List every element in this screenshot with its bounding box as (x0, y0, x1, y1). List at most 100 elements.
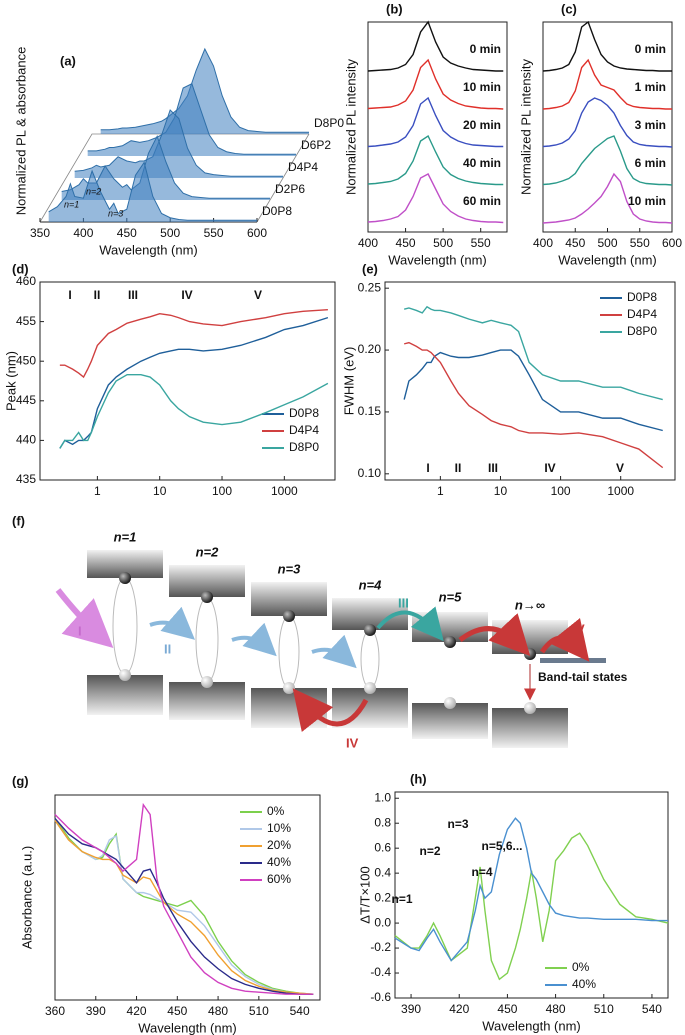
arrow (231, 622, 277, 657)
panel-label: (b) (386, 1, 403, 16)
annotation: n=2 (419, 844, 440, 858)
annotation: II (455, 461, 462, 475)
electron (524, 648, 536, 660)
exciton (112, 577, 138, 675)
x-axis-label: Wavelength (nm) (388, 252, 487, 267)
y-tick-label: 0.4 (374, 865, 391, 879)
level-label: n=1 (114, 529, 137, 544)
arrow (55, 588, 114, 649)
x-tick-label: 1 (437, 484, 444, 498)
plot-frame (54, 794, 321, 1001)
y-tick-label: 460 (16, 274, 36, 288)
data-line (100, 47, 309, 133)
arrow (149, 606, 196, 640)
plot-frame (39, 281, 336, 481)
annotation: III (128, 288, 138, 302)
x-axis-label: Wavelength (nm) (482, 1018, 581, 1033)
y-tick-label: 0.0 (374, 915, 391, 929)
arrow (311, 634, 357, 669)
level-label: n=4 (359, 577, 383, 592)
series-label: D6P2 (301, 138, 331, 152)
x-tick-label: 400 (533, 236, 553, 250)
process-label: II (164, 641, 171, 656)
chart-panel: (e) 1 10 100 1000 FWHM (eV) 0.10 0.15 0.20 0.25 D0… (341, 261, 676, 498)
x-tick-label: 350 (30, 226, 50, 240)
arrow (458, 613, 531, 656)
data-line (394, 817, 668, 962)
annotation: n=3 (447, 817, 468, 831)
y-tick-label: 1.0 (374, 790, 391, 804)
y-tick-label: 445 (16, 393, 36, 407)
legend-label: 20% (267, 838, 291, 852)
y-tick-label: 0.15 (358, 404, 382, 418)
electron (444, 636, 456, 648)
y-axis-label: FWHM (eV) (341, 347, 356, 416)
y-axis-label: Absorbance (a.u.) (19, 846, 34, 949)
data-area (87, 83, 297, 156)
data-line (542, 97, 673, 148)
electron (283, 610, 295, 622)
process-label: IV (346, 735, 359, 750)
legend-label: D8P0 (289, 440, 319, 454)
series-label: 6 min (635, 156, 666, 170)
exciton (195, 597, 219, 683)
x-tick-label: 450 (565, 236, 585, 250)
plot-frame (384, 281, 676, 481)
legend-label: 40% (572, 977, 596, 991)
band-block (492, 708, 568, 748)
series-label: 0 min (635, 42, 666, 56)
level-label: n=3 (278, 561, 302, 576)
data-line (403, 305, 663, 401)
panel-label: (f) (12, 513, 25, 528)
x-axis-label: Wavelength (nm) (558, 252, 657, 267)
arrow (539, 617, 590, 662)
data-line (542, 58, 672, 110)
y-axis-label: Normalized PL intensity (343, 58, 358, 195)
process-label: V (576, 621, 585, 636)
annotation: I (426, 461, 429, 475)
band-block (87, 675, 163, 715)
x-tick-label: 420 (449, 1002, 469, 1016)
legend-label: D0P8 (627, 290, 657, 304)
data-line (403, 349, 663, 432)
hole (364, 682, 376, 694)
x-tick-label: 500 (597, 236, 617, 250)
series-label: D4P4 (288, 160, 318, 174)
annotation: III (488, 461, 498, 475)
panel-label: (e) (362, 261, 378, 276)
annotation: IV (544, 461, 555, 475)
data-line (87, 83, 296, 155)
hole (444, 697, 456, 709)
band-block (169, 682, 245, 720)
level-label: n=2 (196, 544, 220, 559)
hole (524, 702, 536, 714)
data-line (74, 109, 283, 177)
series-label: 40 min (463, 156, 501, 170)
series-label: 20 min (463, 118, 501, 132)
data-line (542, 20, 672, 72)
y-tick-label: 0.2 (374, 890, 391, 904)
x-tick-label: 550 (630, 236, 650, 250)
legend-label: 40% (267, 855, 291, 869)
x-tick-label: 550 (204, 226, 224, 240)
panel-label: (h) (410, 771, 427, 786)
y-tick-label: 450 (16, 353, 36, 367)
data-line (394, 832, 669, 981)
data-line (48, 161, 257, 221)
band-tail-bar (540, 658, 606, 663)
data-line (367, 58, 504, 110)
exciton (360, 629, 380, 689)
y-tick-label: -0.2 (370, 940, 391, 954)
legend-label: 0% (572, 960, 590, 974)
y-axis-label: Normalized PL intensity (518, 58, 533, 195)
x-tick-label: 510 (594, 1002, 614, 1016)
panel-label: (c) (561, 1, 577, 16)
annotation: n=3 (108, 208, 123, 218)
annotation: V (616, 461, 624, 475)
panel-label: (a) (60, 53, 76, 68)
x-tick-label: 600 (662, 236, 682, 250)
electron (119, 572, 131, 584)
y-axis-label: Peak (nm) (3, 351, 18, 411)
arrow (376, 606, 444, 642)
annotation: n=5,6... (481, 839, 522, 853)
